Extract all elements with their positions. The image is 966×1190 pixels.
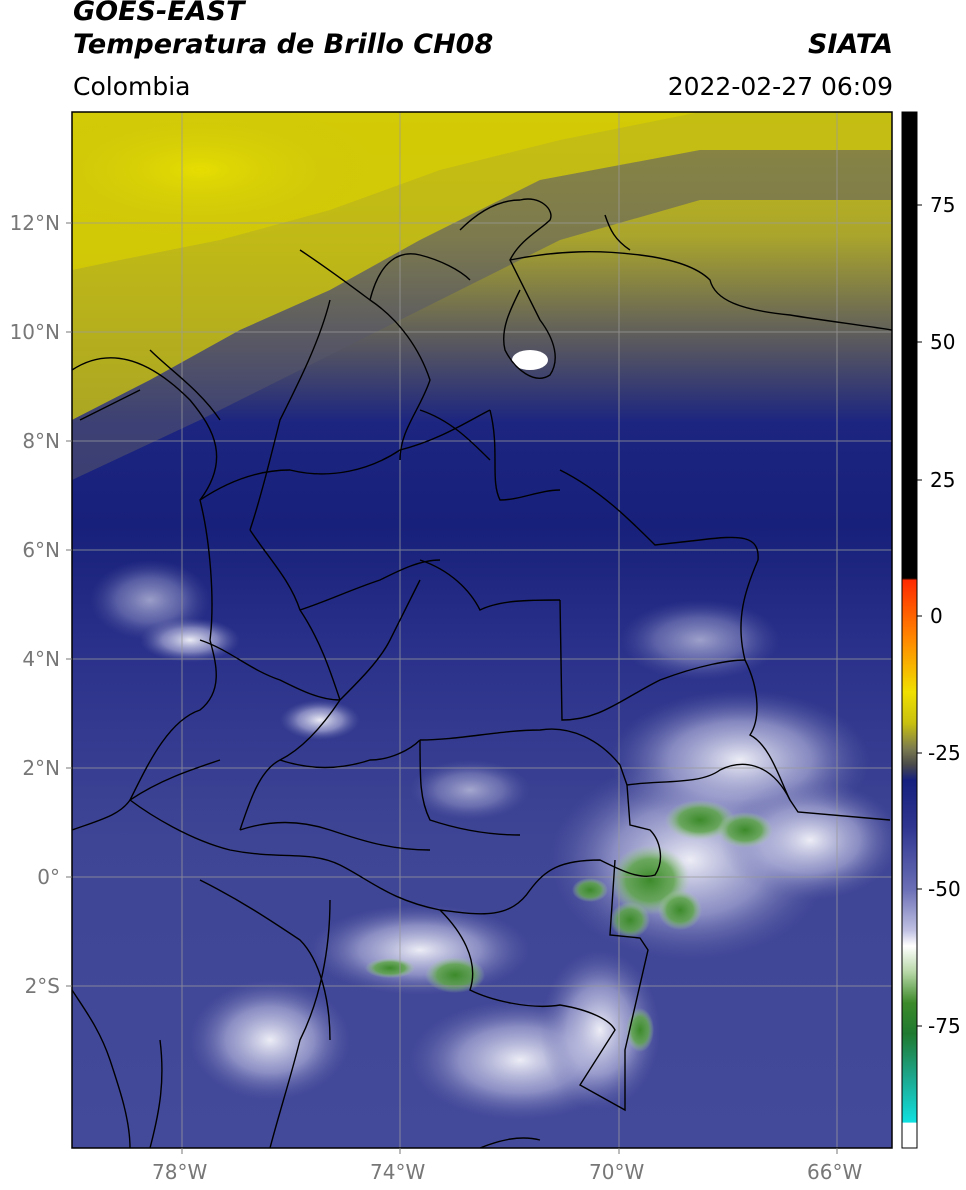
borders	[72, 198, 892, 1148]
colorbar-label: 75	[930, 193, 956, 217]
lat-label: 10°N	[9, 320, 60, 344]
colorbar-label: 0	[930, 604, 943, 628]
lat-label: 12°N	[9, 211, 60, 235]
lon-label: 66°W	[807, 1160, 863, 1184]
lon-label: 74°W	[370, 1160, 426, 1184]
map-frame	[71, 111, 893, 1149]
colorbar-label: 25	[930, 468, 956, 492]
lat-label: 4°N	[22, 647, 60, 671]
graticule	[72, 112, 892, 1148]
lat-label: 2°S	[24, 974, 60, 998]
colorbar-ticks	[917, 204, 922, 1027]
title-line-2: Temperatura de Brillo CH08	[73, 29, 494, 60]
lon-label: 70°W	[589, 1160, 645, 1184]
timestamp: 2022-02-27 06:09	[667, 72, 893, 101]
lat-label: 0°	[37, 865, 60, 889]
colorbar-label: -25	[928, 741, 961, 765]
lon-label: 78°W	[152, 1160, 208, 1184]
title-line-1: GOES-EAST	[73, 0, 245, 27]
satellite-image	[72, 112, 892, 1148]
brand-label: SIATA	[807, 29, 893, 60]
colorbar-label: 50	[930, 330, 956, 354]
region-label: Colombia	[73, 72, 191, 101]
lat-label: 6°N	[22, 538, 60, 562]
lat-label: 2°N	[22, 756, 60, 780]
axis-ticks	[66, 222, 838, 1154]
colorbar-label: -75	[928, 1014, 961, 1038]
colorbar-label: -50	[928, 877, 961, 901]
colorbar	[901, 111, 918, 1149]
lat-label: 8°N	[22, 429, 60, 453]
